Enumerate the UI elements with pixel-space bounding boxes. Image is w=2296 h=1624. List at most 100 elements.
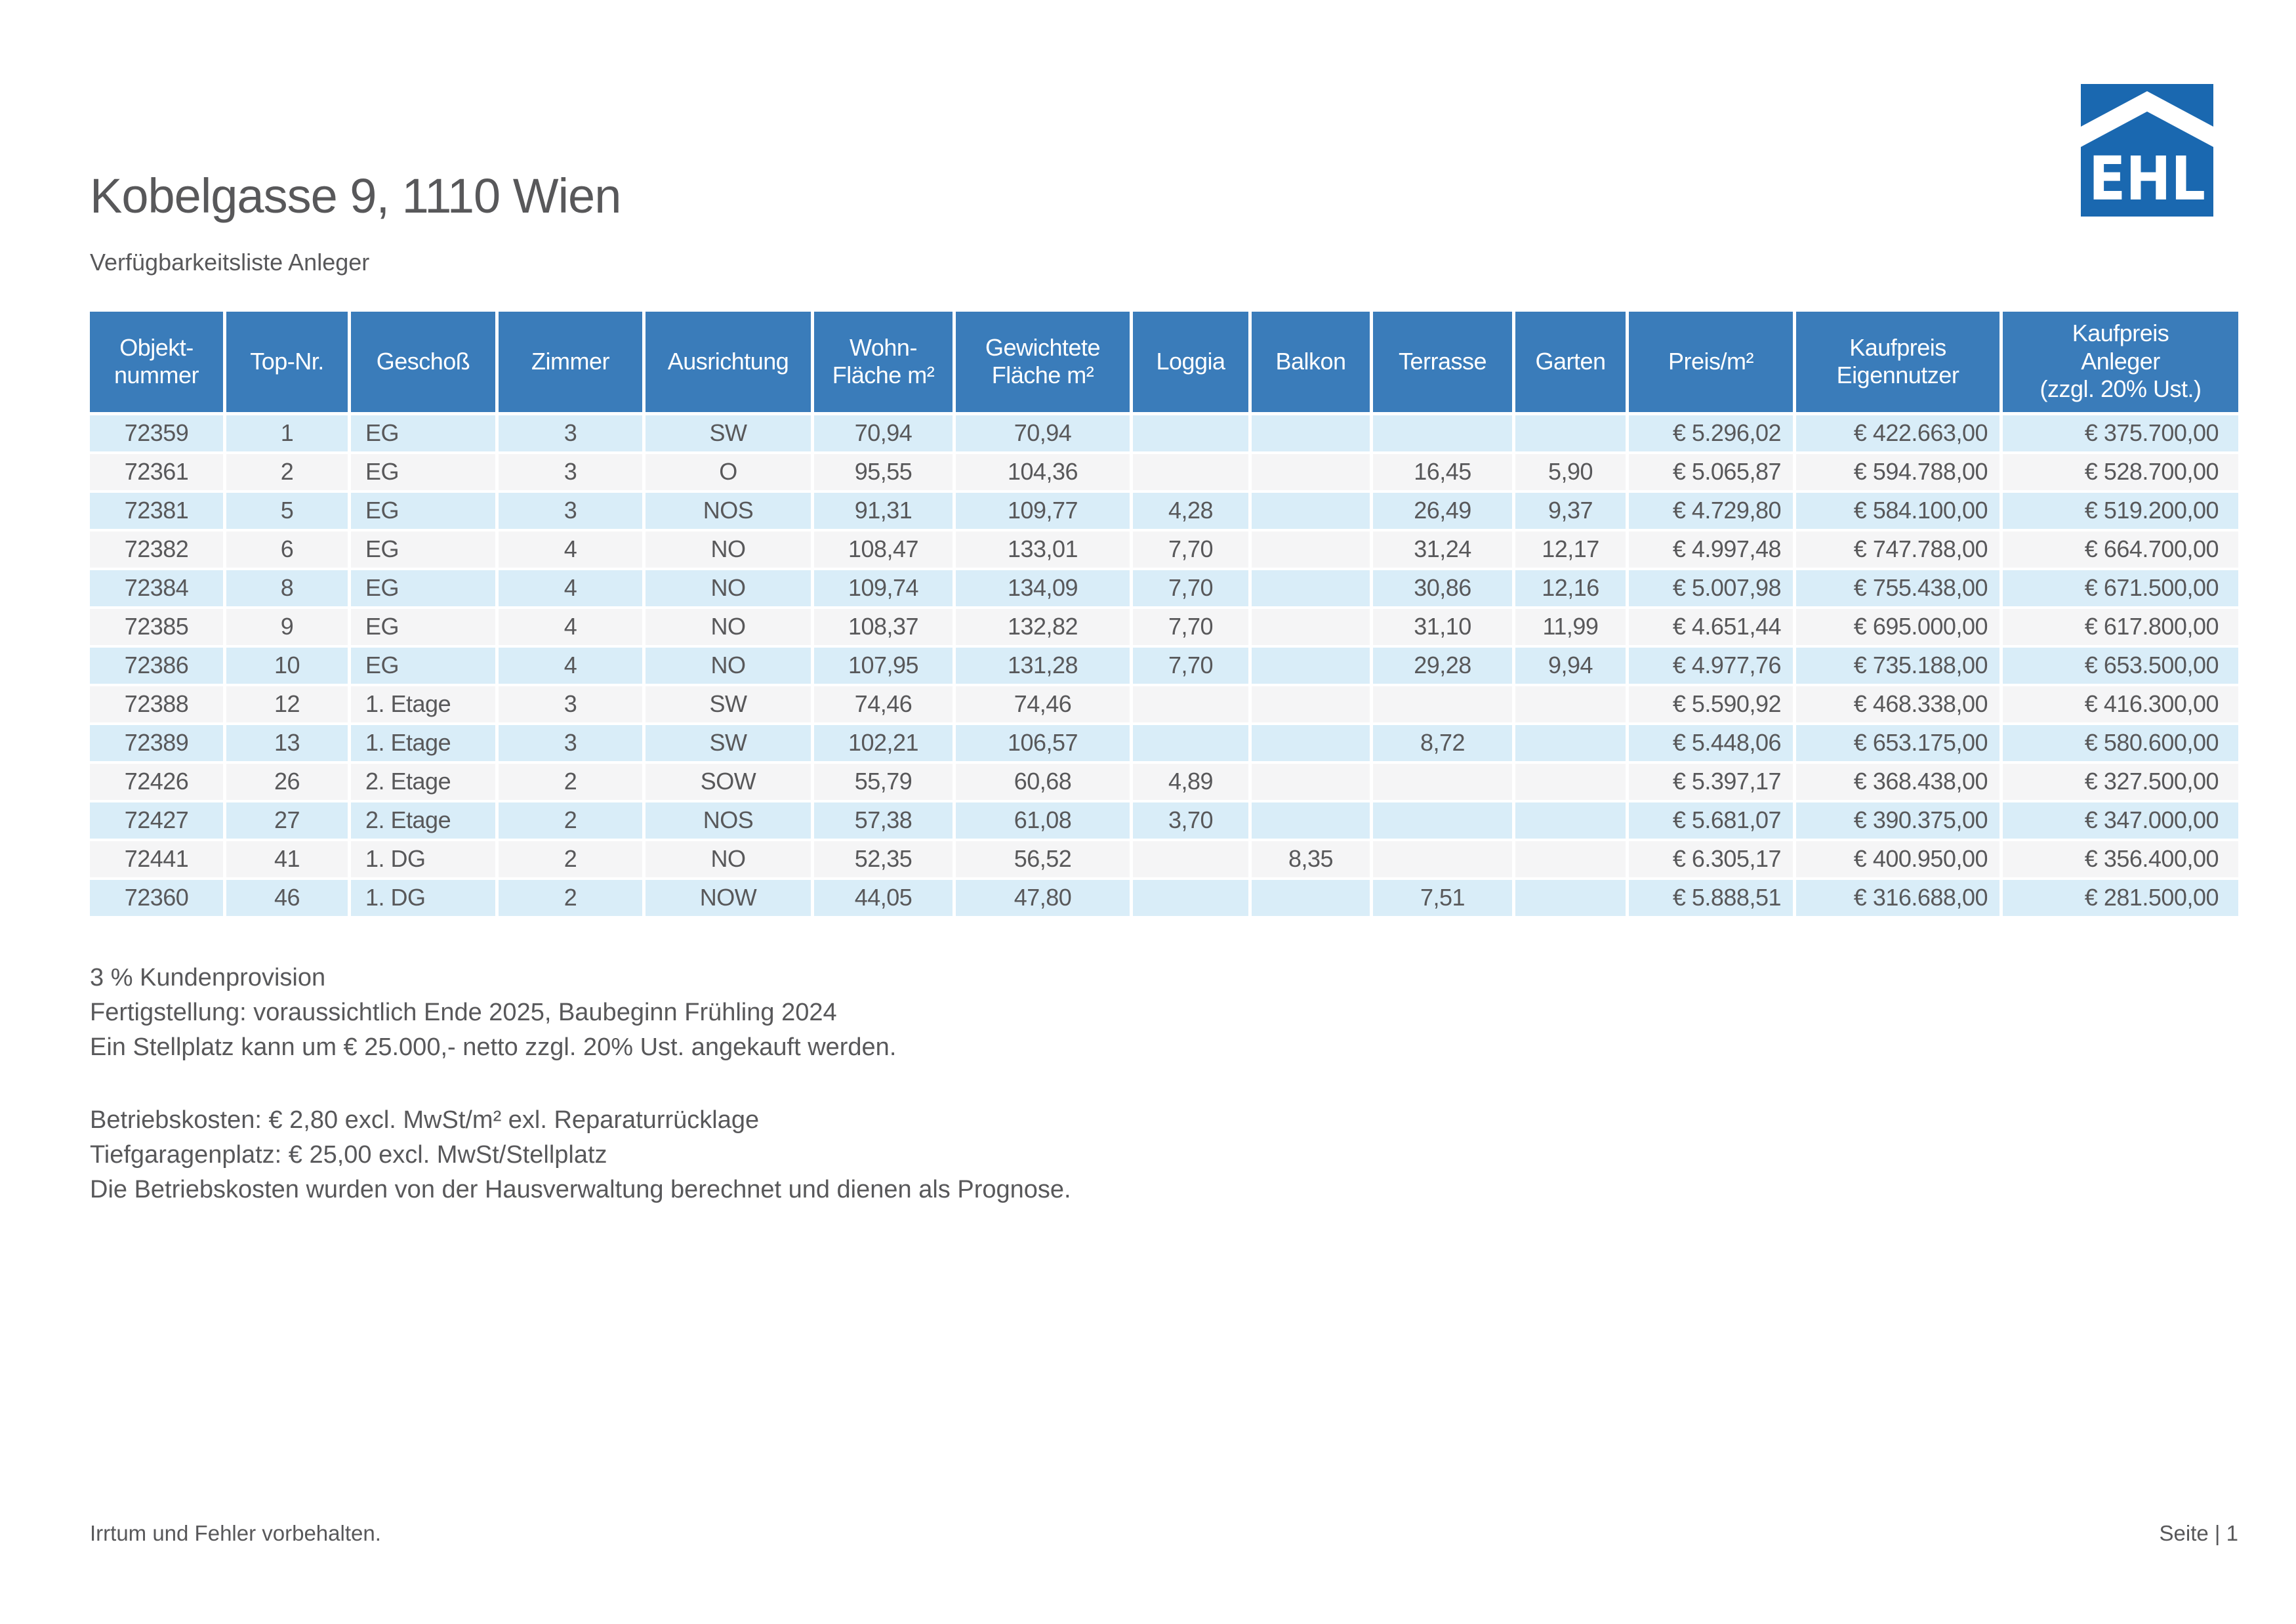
cell-garten: 9,37: [1515, 492, 1629, 531]
cell-terrasse: 31,24: [1373, 531, 1515, 570]
cell-preis_m2: € 5.397,17: [1629, 763, 1796, 802]
cell-objektnummer: 72359: [90, 415, 226, 454]
col-header-wohnflaeche: Wohn- Fläche m²: [814, 311, 956, 415]
col-header-kaufpreis_anleger: Kaufpreis Anleger (zzgl. 20% Ust.): [2003, 311, 2238, 415]
cell-zimmer: 3: [499, 492, 646, 531]
cell-geschoss: EG: [351, 531, 499, 570]
cell-balkon: [1252, 608, 1373, 648]
cell-balkon: [1252, 647, 1373, 686]
cell-objektnummer: 72360: [90, 879, 226, 919]
page-footer: Irrtum und Fehler vorbehalten. Seite | 1: [90, 1521, 2238, 1546]
cell-loggia: [1133, 686, 1252, 725]
cell-kaufpreis_anleger: € 580.600,00: [2003, 724, 2238, 764]
cell-preis_m2: € 5.681,07: [1629, 802, 1796, 841]
cell-terrasse: [1373, 841, 1515, 880]
cell-kaufpreis_eigennutzer: € 755.438,00: [1796, 570, 2003, 609]
cell-top_nr: 27: [226, 802, 351, 841]
cell-terrasse: 30,86: [1373, 570, 1515, 609]
cell-top_nr: 46: [226, 879, 351, 919]
cell-objektnummer: 72386: [90, 647, 226, 686]
page-title: Kobelgasse 9, 1110 Wien: [90, 169, 621, 223]
cell-garten: 12,16: [1515, 570, 1629, 609]
table-row: 72381 5 EG 3 NOS 91,31 109,77 4,28 26,49 9,37 € 4.…: [90, 492, 2238, 531]
cell-balkon: [1252, 415, 1373, 454]
cell-wohnflaeche: 70,94: [814, 415, 956, 454]
cell-geschoss: EG: [351, 415, 499, 454]
cell-garten: 5,90: [1515, 453, 1629, 493]
logo-text: EHL: [2089, 144, 2205, 214]
table-row: 72361 2 EG 3 O 95,55 104,36 16,45 5,90 € 5.065,87…: [90, 453, 2238, 493]
cell-wohnflaeche: 109,74: [814, 570, 956, 609]
cell-ausrichtung: NOS: [646, 492, 814, 531]
cell-objektnummer: 72441: [90, 841, 226, 880]
cell-objektnummer: 72382: [90, 531, 226, 570]
cell-top_nr: 9: [226, 608, 351, 648]
cell-kaufpreis_anleger: € 617.800,00: [2003, 608, 2238, 648]
cell-preis_m2: € 4.997,48: [1629, 531, 1796, 570]
cell-preis_m2: € 4.651,44: [1629, 608, 1796, 648]
cell-gewichtete_flaeche: 60,68: [956, 763, 1133, 802]
cell-terrasse: 7,51: [1373, 879, 1515, 919]
col-header-loggia: Loggia: [1133, 311, 1252, 415]
cell-zimmer: 2: [499, 841, 646, 880]
cell-kaufpreis_anleger: € 519.200,00: [2003, 492, 2238, 531]
cell-preis_m2: € 4.729,80: [1629, 492, 1796, 531]
cell-ausrichtung: NOS: [646, 802, 814, 841]
note-betriebskosten: Betriebskosten: € 2,80 excl. MwSt/m² exl…: [90, 1106, 760, 1134]
cell-ausrichtung: NO: [646, 841, 814, 880]
cell-top_nr: 26: [226, 763, 351, 802]
cell-kaufpreis_eigennutzer: € 368.438,00: [1796, 763, 2003, 802]
page-subtitle: Verfügbarkeitsliste Anleger: [90, 249, 370, 276]
cell-kaufpreis_eigennutzer: € 468.338,00: [1796, 686, 2003, 725]
cell-loggia: [1133, 841, 1252, 880]
cell-top_nr: 10: [226, 647, 351, 686]
ehl-logo-graphic: EHL: [2081, 84, 2213, 217]
cell-zimmer: 3: [499, 724, 646, 764]
cell-gewichtete_flaeche: 132,82: [956, 608, 1133, 648]
cell-gewichtete_flaeche: 134,09: [956, 570, 1133, 609]
cell-garten: [1515, 686, 1629, 725]
cell-kaufpreis_anleger: € 528.700,00: [2003, 453, 2238, 493]
roof-icon: [2081, 91, 2213, 147]
cell-wohnflaeche: 95,55: [814, 453, 956, 493]
cell-geschoss: 1. Etage: [351, 686, 499, 725]
note-provision: 3 % Kundenprovision: [90, 963, 326, 991]
table-row: 72386 10 EG 4 NO 107,95 131,28 7,70 29,28 9,94 € 4…: [90, 647, 2238, 686]
cell-gewichtete_flaeche: 106,57: [956, 724, 1133, 764]
cell-garten: 11,99: [1515, 608, 1629, 648]
cell-preis_m2: € 5.296,02: [1629, 415, 1796, 454]
cell-preis_m2: € 5.065,87: [1629, 453, 1796, 493]
cell-zimmer: 3: [499, 415, 646, 454]
cell-loggia: [1133, 415, 1252, 454]
note-prognose: Die Betriebskosten wurden von der Hausve…: [90, 1175, 1071, 1203]
cell-geschoss: EG: [351, 608, 499, 648]
cell-balkon: 8,35: [1252, 841, 1373, 880]
cell-top_nr: 12: [226, 686, 351, 725]
cell-ausrichtung: NOW: [646, 879, 814, 919]
cell-balkon: [1252, 570, 1373, 609]
notes-block-2: Betriebskosten: € 2,80 excl. MwSt/m² exl…: [90, 1103, 2238, 1207]
cell-wohnflaeche: 91,31: [814, 492, 956, 531]
cell-top_nr: 13: [226, 724, 351, 764]
cell-top_nr: 1: [226, 415, 351, 454]
cell-preis_m2: € 5.590,92: [1629, 686, 1796, 725]
cell-top_nr: 6: [226, 531, 351, 570]
cell-objektnummer: 72384: [90, 570, 226, 609]
cell-garten: [1515, 879, 1629, 919]
cell-garten: [1515, 841, 1629, 880]
col-header-garten: Garten: [1515, 311, 1629, 415]
cell-balkon: [1252, 802, 1373, 841]
cell-garten: 12,17: [1515, 531, 1629, 570]
cell-balkon: [1252, 724, 1373, 764]
cell-top_nr: 2: [226, 453, 351, 493]
col-header-objektnummer: Objekt- nummer: [90, 311, 226, 415]
col-header-zimmer: Zimmer: [499, 311, 646, 415]
cell-gewichtete_flaeche: 133,01: [956, 531, 1133, 570]
cell-terrasse: 26,49: [1373, 492, 1515, 531]
cell-terrasse: [1373, 415, 1515, 454]
cell-balkon: [1252, 879, 1373, 919]
availability-table: Objekt- nummer Top-Nr. Geschoß Zimmer Ausric…: [90, 311, 2238, 919]
cell-gewichtete_flaeche: 61,08: [956, 802, 1133, 841]
cell-loggia: [1133, 724, 1252, 764]
cell-balkon: [1252, 686, 1373, 725]
